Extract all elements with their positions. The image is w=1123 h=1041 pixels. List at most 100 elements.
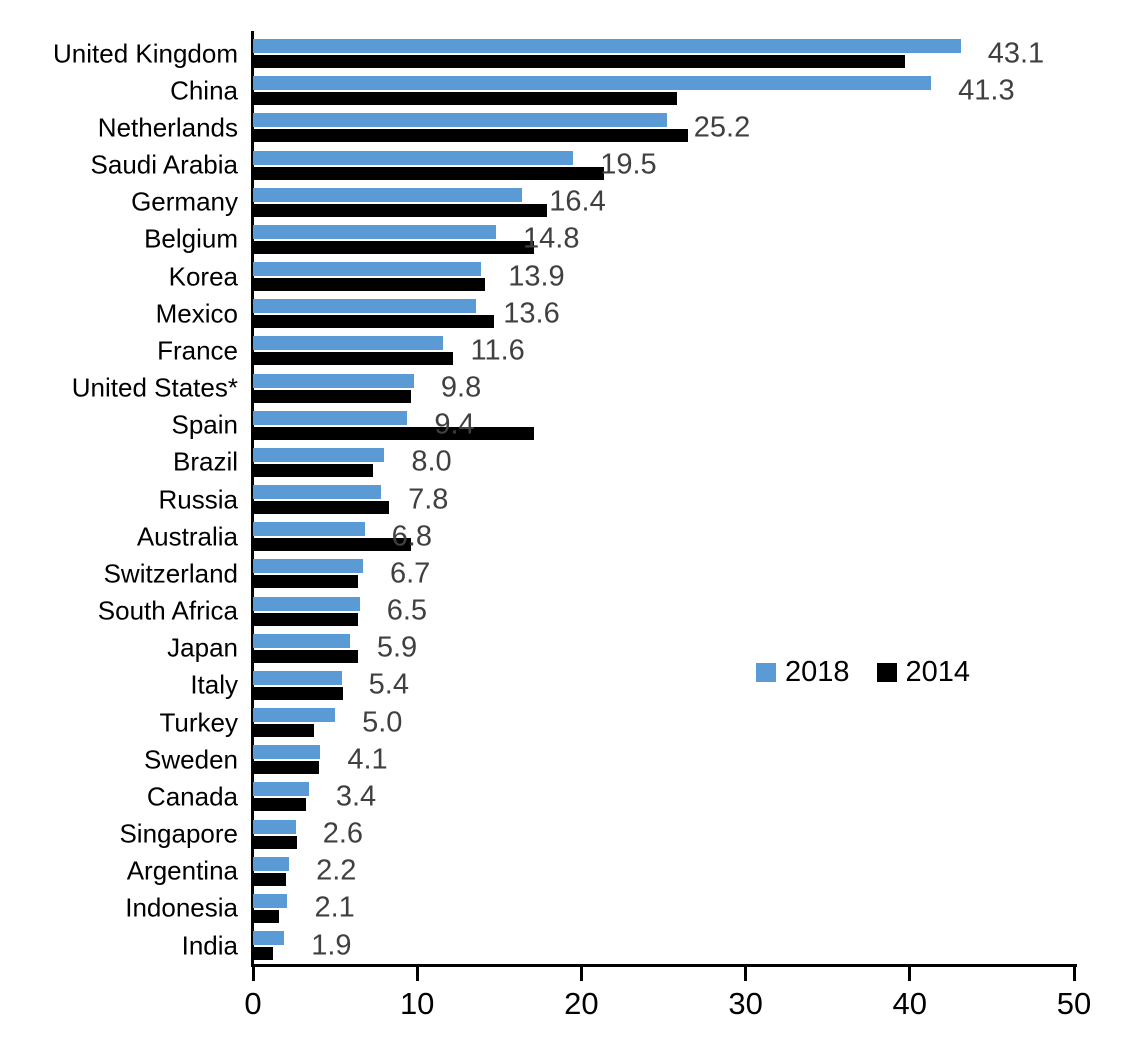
value-label: 1.9 <box>311 929 352 962</box>
category-label: Germany <box>131 186 238 217</box>
bar-2018 <box>253 373 414 388</box>
value-label: 16.4 <box>549 185 606 218</box>
bar-2014 <box>253 612 359 626</box>
bar-2018 <box>253 931 285 946</box>
x-axis-tick-label: 50 <box>1056 986 1092 1021</box>
bar-2014 <box>253 426 534 440</box>
bar-2014 <box>253 129 689 143</box>
bar-2018 <box>253 522 365 537</box>
bar-2018 <box>253 224 497 239</box>
legend-item-2018: 2018 <box>756 656 850 689</box>
bar-2018 <box>253 262 482 277</box>
bar-2014 <box>253 278 485 292</box>
bar-2018 <box>253 670 342 685</box>
bar-2018 <box>253 187 523 202</box>
category-label: France <box>157 335 238 366</box>
legend-label-2014: 2014 <box>905 656 971 688</box>
category-label: United States* <box>71 372 238 403</box>
x-axis-tick-label: 0 <box>244 986 262 1021</box>
category-label: Switzerland <box>103 558 238 589</box>
y-axis-line <box>251 31 254 967</box>
x-axis-tick <box>744 966 748 981</box>
category-label: Brazil <box>172 446 238 477</box>
bar-2018 <box>253 708 336 723</box>
category-label: Spain <box>171 409 239 440</box>
bar-2018 <box>253 596 360 611</box>
category-label: United Kingdom <box>53 38 238 68</box>
category-label: Italy <box>190 669 238 700</box>
bar-2018 <box>253 559 363 574</box>
bar-2014 <box>253 686 344 700</box>
category-label: India <box>181 930 238 961</box>
bar-2014 <box>253 92 677 106</box>
value-label: 5.9 <box>376 631 418 664</box>
category-label: Japan <box>167 632 238 663</box>
bar-2018 <box>253 113 667 128</box>
bar-2014 <box>253 315 495 329</box>
legend: 2018 2014 <box>756 656 970 689</box>
legend-label-2018: 2018 <box>785 656 850 688</box>
bar-2014 <box>253 203 547 217</box>
category-label: Korea <box>168 261 238 292</box>
value-label: 8.0 <box>411 445 452 478</box>
bar-2014 <box>253 761 319 775</box>
bar-2014 <box>253 909 280 923</box>
x-axis-tick <box>251 966 255 981</box>
value-label: 9.8 <box>440 371 482 404</box>
bar-2014 <box>253 463 373 477</box>
category-label: South Africa <box>97 595 238 626</box>
bar-2014 <box>253 501 390 515</box>
bar-2014 <box>253 538 411 552</box>
category-label: Saudi Arabia <box>90 149 238 180</box>
legend-swatch-2014 <box>876 663 897 682</box>
category-label: Argentina <box>126 855 238 886</box>
bar-2018 <box>253 633 350 648</box>
legend-item-2014: 2014 <box>876 656 971 689</box>
value-label: 2.1 <box>314 891 355 924</box>
bar-2018 <box>253 893 288 908</box>
category-label: Canada <box>146 781 238 812</box>
value-label: 6.8 <box>391 520 432 553</box>
bar-2014 <box>253 798 306 812</box>
value-label: 41.3 <box>958 74 1015 107</box>
category-label: Turkey <box>159 707 239 738</box>
x-axis-tick-label: 40 <box>892 986 928 1021</box>
x-axis-tick <box>1072 966 1076 981</box>
bar-2014 <box>253 166 605 180</box>
value-label: 6.5 <box>386 594 428 627</box>
bar-2014 <box>253 835 298 849</box>
category-label: Netherlands <box>97 112 238 143</box>
category-label: Mexico <box>155 298 238 329</box>
bar-2018 <box>253 39 961 53</box>
x-axis-tick <box>579 966 583 981</box>
value-label: 2.6 <box>322 817 364 850</box>
bar-2014 <box>253 872 286 886</box>
bar-2014 <box>253 947 273 961</box>
value-label: 11.6 <box>470 334 525 367</box>
legend-swatch-2018 <box>756 663 776 682</box>
category-label: Australia <box>136 521 238 552</box>
bar-2014 <box>253 389 411 403</box>
bar-2018 <box>253 299 477 314</box>
bar-2014 <box>253 240 534 254</box>
bar-2018 <box>253 76 932 91</box>
value-label: 19.5 <box>600 148 657 181</box>
value-label: 9.4 <box>434 408 475 441</box>
bar-2018 <box>253 856 290 871</box>
value-label: 13.9 <box>508 260 565 293</box>
value-label: 5.0 <box>362 706 403 739</box>
value-label: 7.8 <box>408 483 449 516</box>
bar-2018 <box>253 745 321 760</box>
value-label: 25.2 <box>693 111 751 144</box>
bar-2018 <box>253 485 382 500</box>
bar-2018 <box>253 410 408 425</box>
category-label: Russia <box>158 484 238 515</box>
x-axis-tick <box>415 966 419 981</box>
category-label: Belgium <box>144 223 238 254</box>
category-label: Singapore <box>119 818 238 849</box>
value-label: 14.8 <box>523 222 580 255</box>
bar-2018 <box>253 150 574 165</box>
category-label: China <box>170 75 238 106</box>
bar-2014 <box>253 352 454 366</box>
